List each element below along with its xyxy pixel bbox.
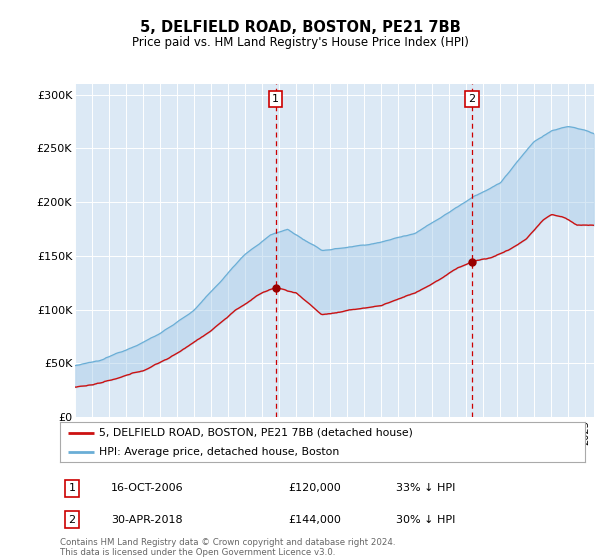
Text: £120,000: £120,000	[288, 483, 341, 493]
Point	[271, 283, 280, 292]
Text: 2: 2	[469, 94, 476, 104]
Text: Contains HM Land Registry data © Crown copyright and database right 2024.
This d: Contains HM Land Registry data © Crown c…	[60, 538, 395, 557]
Point	[467, 258, 477, 267]
Text: 1: 1	[272, 94, 279, 104]
Text: 5, DELFIELD ROAD, BOSTON, PE21 7BB: 5, DELFIELD ROAD, BOSTON, PE21 7BB	[140, 20, 460, 35]
Text: 30% ↓ HPI: 30% ↓ HPI	[396, 515, 455, 525]
Text: 30-APR-2018: 30-APR-2018	[111, 515, 182, 525]
Text: 33% ↓ HPI: 33% ↓ HPI	[396, 483, 455, 493]
Text: £144,000: £144,000	[288, 515, 341, 525]
Text: 16-OCT-2006: 16-OCT-2006	[111, 483, 184, 493]
Text: 1: 1	[68, 483, 76, 493]
Text: 2: 2	[68, 515, 76, 525]
Text: HPI: Average price, detached house, Boston: HPI: Average price, detached house, Bost…	[100, 447, 340, 457]
Text: 5, DELFIELD ROAD, BOSTON, PE21 7BB (detached house): 5, DELFIELD ROAD, BOSTON, PE21 7BB (deta…	[100, 428, 413, 437]
Text: Price paid vs. HM Land Registry's House Price Index (HPI): Price paid vs. HM Land Registry's House …	[131, 36, 469, 49]
